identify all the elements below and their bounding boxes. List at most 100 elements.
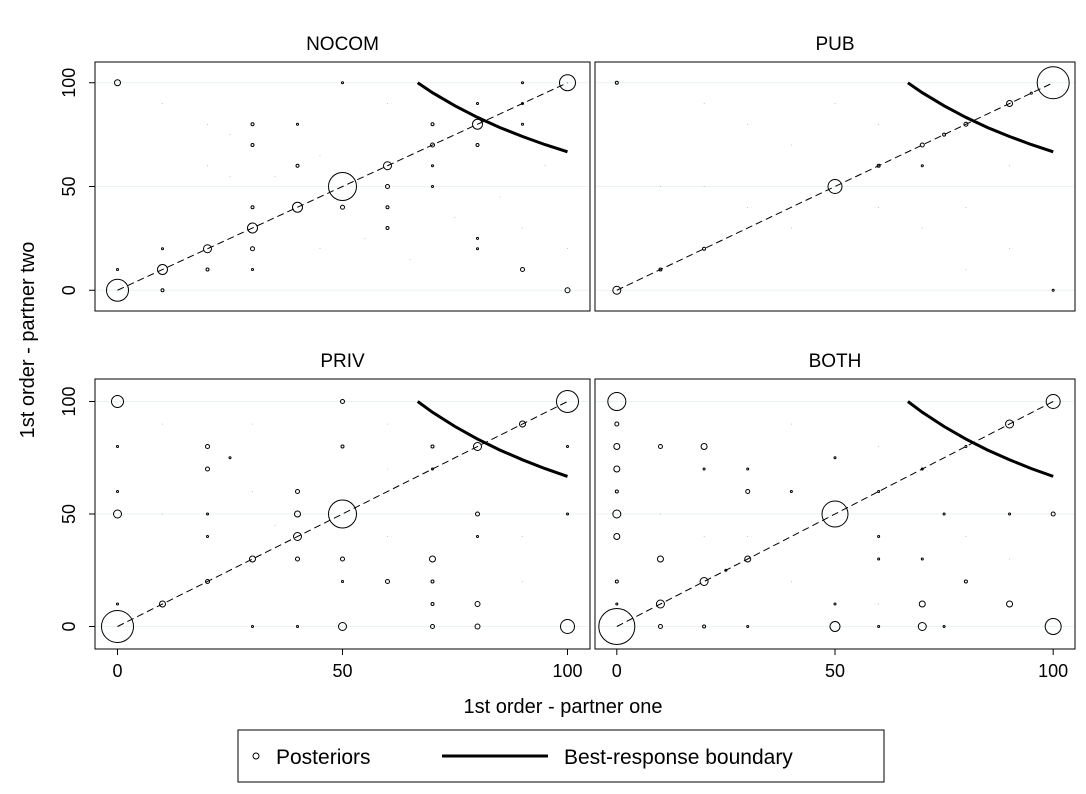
posterior-point-pub-17 [703,186,705,187]
posterior-point-pub-27 [921,227,923,229]
posterior-point-nocom-35 [521,81,524,85]
legend-label-boundary: Best-response boundary [564,746,793,769]
posterior-point-priv-6 [159,600,166,608]
best-response-boundary-nocom [416,81,568,154]
posterior-point-both-28 [877,490,881,493]
x-tick-label-both-0: 0 [612,661,622,681]
posterior-point-nocom-4 [161,247,164,251]
posterior-point-priv-39 [556,390,579,413]
posterior-point-both-15 [702,467,706,471]
posterior-point-nocom-1 [116,268,119,271]
posterior-point-both-2 [615,602,619,606]
posterior-point-priv-32 [430,624,435,629]
posterior-point-both-17 [702,624,707,629]
posterior-point-both-27 [833,456,837,460]
posterior-point-nocom-5 [160,288,165,293]
posterior-point-both-14 [699,577,709,586]
posterior-point-priv-19 [296,625,299,628]
posterior-point-nocom-48 [387,103,388,104]
posterior-point-pub-0 [612,285,622,295]
legend-box [237,729,885,783]
posterior-point-priv-34 [475,511,480,517]
posterior-point-both-26 [833,602,837,606]
posterior-point-pub-8 [942,132,947,137]
posterior-point-pub-5 [876,163,881,168]
posterior-point-nocom-38 [564,287,571,294]
best-response-boundary-priv [416,400,568,478]
posterior-point-both-35 [917,622,927,631]
posterior-point-priv-35 [476,535,479,538]
posterior-point-both-31 [877,625,881,628]
posterior-point-pub-18 [747,206,749,208]
posterior-point-both-6 [614,489,619,494]
posterior-point-nocom-51 [319,248,321,250]
posterior-point-pub-10 [1006,100,1014,107]
posterior-point-priv-12 [228,456,232,460]
legend-label-posteriors: Posteriors [276,746,371,769]
panel-title-nocom: NOCOM [306,34,379,55]
posterior-point-nocom-53 [162,103,163,104]
posterior-point-priv-13 [249,555,256,563]
posterior-point-priv-37 [474,623,481,630]
posterior-point-both-29 [877,535,881,538]
posterior-point-priv-30 [430,579,435,584]
posterior-point-priv-40 [566,445,569,448]
posterior-point-nocom-27 [431,185,434,188]
posterior-point-both-5 [612,509,622,519]
x-tick-label-priv-100: 100 [552,661,582,681]
panel-title-priv: PRIV [320,351,365,372]
posterior-point-both-48 [878,446,879,447]
posterior-point-priv-38 [519,420,526,428]
posterior-point-pub-3 [702,246,707,251]
x-tick-label-both-50: 50 [825,661,845,681]
panel-priv: PRIV 0 50 100 0 50 100 [59,351,591,681]
posterior-point-both-21 [746,467,750,471]
posterior-point-both-19 [744,555,752,563]
diagonal-priv [117,401,568,627]
posterior-point-pub-26 [834,103,836,104]
y-tick-label-nocom-0: 0 [59,285,79,295]
posterior-point-priv-29 [429,555,436,563]
posterior-point-nocom-32 [476,247,479,251]
posterior-point-priv-50 [252,423,253,425]
posterior-point-pub-7 [920,164,924,168]
posterior-point-nocom-3 [157,264,168,275]
posterior-point-priv-3 [116,602,119,606]
posterior-point-nocom-12 [250,143,255,147]
posterior-point-both-20 [745,489,751,494]
posterior-point-nocom-33 [521,102,524,105]
posterior-point-priv-47 [387,468,388,470]
panel-title-both: BOTH [809,351,862,372]
posterior-point-both-25 [829,621,841,632]
legend-marker-posteriors [252,752,260,760]
posterior-point-both-1 [607,392,627,411]
posterior-point-nocom-44 [454,217,456,218]
posterior-point-priv-0 [101,610,134,643]
posterior-point-both-0 [598,608,636,645]
posterior-point-both-41 [1006,600,1014,608]
x-axis-label: 1st order - partner one [464,696,663,718]
posterior-point-priv-14 [251,625,254,628]
posterior-point-priv-27 [431,467,434,471]
panel-title-pub: PUB [815,34,854,55]
posterior-point-pub-15 [747,123,749,125]
posterior-point-priv-28 [430,444,435,449]
posterior-point-priv-5 [116,445,119,448]
panel-nocom: NOCOM 0 50 100 [59,34,591,312]
posterior-point-nocom-43 [274,175,276,177]
posterior-point-priv-36 [474,601,481,607]
posterior-point-pub-19 [791,227,792,229]
y-tick-label-priv-100: 100 [59,386,79,416]
posterior-point-priv-11 [205,444,210,449]
posterior-point-both-22 [746,625,750,628]
posterior-point-priv-46 [387,536,388,537]
posterior-point-nocom-19 [341,81,344,85]
posterior-point-pub-11 [1029,91,1033,95]
y-tick-label-nocom-100: 100 [59,68,79,98]
posterior-point-both-9 [614,421,620,427]
diagonal-pub [616,82,1054,291]
panel-both: BOTH 0 50 100 [594,351,1076,681]
posterior-point-nocom-52 [522,227,523,229]
posterior-point-priv-31 [430,602,435,606]
posterior-point-nocom-7 [205,267,210,272]
